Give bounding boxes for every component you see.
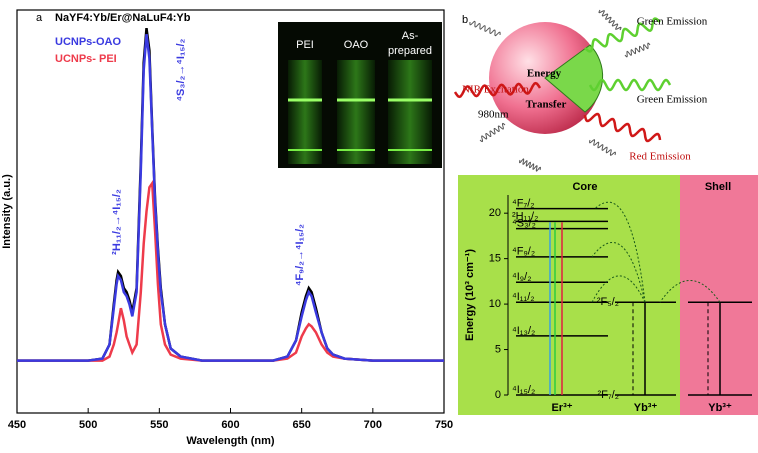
legend-entry: UCNPs-OAO (55, 36, 121, 48)
inset-label: OAO (344, 39, 369, 51)
ion-label: Yb³⁺ (708, 402, 732, 414)
label: 980nm (478, 109, 509, 121)
peak-annotation: ⁴S₃/₂→⁴I₁₅/₂ (175, 38, 187, 101)
emission-wave (588, 78, 672, 92)
shell-region (680, 175, 758, 415)
x-tick-label: 500 (79, 419, 97, 431)
region-label: Shell (705, 181, 731, 193)
y-tick-label: 20 (489, 207, 501, 219)
level-label: ⁴I₁₁/₂ (512, 291, 535, 303)
y-tick-label: 0 (495, 389, 501, 401)
decor-wave (469, 20, 501, 37)
label: Transfer (526, 99, 567, 111)
legend-entry: UCNPs- PEI (55, 53, 117, 65)
label: Green Emission (637, 16, 708, 28)
x-tick-label: 450 (8, 419, 26, 431)
level-label: ²H₁₁/₂ (512, 210, 538, 222)
core-region (458, 175, 680, 415)
peak-annotation: ²H₁₁/₂→⁴I₁₅/₂ (111, 189, 123, 255)
level-label: ⁴I₉/₂ (512, 271, 531, 283)
region-label: Core (572, 181, 597, 193)
y-axis-label: Energy (10³ cm⁻¹) (464, 249, 476, 341)
panel-label: b (462, 14, 468, 26)
y-tick-label: 5 (495, 343, 501, 355)
inset-label: PEI (296, 39, 314, 51)
x-tick-label: 550 (150, 419, 168, 431)
ion-label: Er³⁺ (551, 402, 572, 414)
excitation-wave (453, 81, 542, 99)
decor-wave (624, 42, 651, 58)
decor-wave (479, 122, 506, 143)
chart-title: NaYF4:Yb/Er@NaLuF4:Yb (55, 12, 191, 24)
label: Green Emission (637, 94, 708, 106)
label: Energy (527, 68, 562, 80)
level-label: ⁴I₁₃/₂ (512, 325, 535, 337)
spectrum-line (17, 34, 444, 362)
level-label: ²F₇/₂ (598, 389, 620, 401)
level-label: ⁴F₉/₂ (512, 246, 535, 258)
emission-wave (584, 17, 661, 53)
label: Red Emission (629, 151, 691, 163)
inset-label: As- (402, 30, 419, 42)
x-tick-label: 700 (364, 419, 382, 431)
inset-label: prepared (388, 45, 432, 57)
x-tick-label: 650 (292, 419, 310, 431)
decor-wave (598, 9, 622, 31)
vial (288, 60, 322, 164)
decor-wave (519, 158, 541, 172)
ion-label: Yb³⁺ (634, 402, 658, 414)
label: NIR Excitation (462, 84, 529, 96)
y-axis-label: Intensity (a.u.) (1, 174, 13, 249)
panel-label: a (36, 12, 43, 24)
peak-annotation: ⁴F₉/₂→⁴I₁₅/₂ (294, 224, 306, 286)
level-label: ⁴F₇/₂ (512, 198, 535, 210)
vial (388, 60, 432, 164)
vial (337, 60, 375, 164)
x-tick-label: 600 (221, 419, 239, 431)
emission-wave (583, 112, 662, 143)
level-label: ⁴I₁₅/₂ (512, 384, 535, 396)
spectrum-line (17, 179, 444, 362)
y-tick-label: 15 (489, 253, 501, 265)
level-label: ²F₅/₂ (597, 296, 619, 308)
x-axis-label: Wavelength (nm) (186, 435, 275, 447)
level-label: ⁴S₃/₂ (512, 218, 536, 230)
transfer-path (591, 201, 721, 303)
y-tick-label: 10 (489, 298, 501, 310)
decor-wave (589, 139, 616, 156)
x-tick-label: 750 (435, 419, 453, 431)
